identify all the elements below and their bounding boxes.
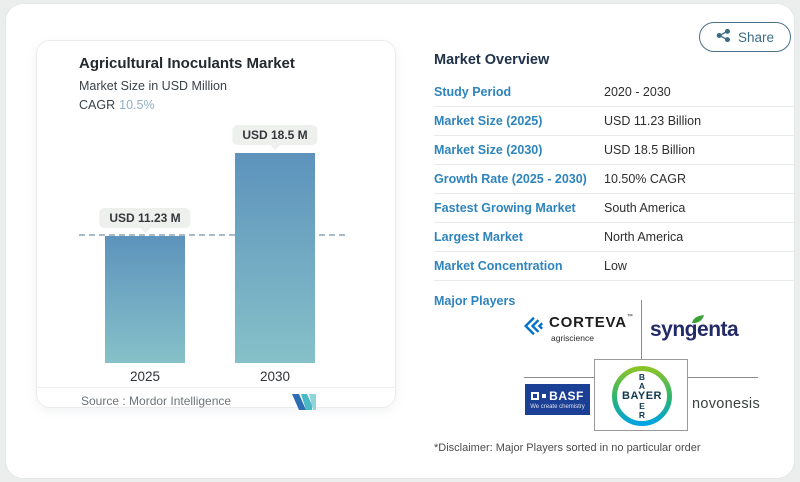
- reference-dashed-line: [79, 233, 345, 236]
- row-label: Study Period: [434, 85, 512, 99]
- corteva-wordmark: CORTEVA: [549, 314, 627, 331]
- mordor-intelligence-logo-icon: [292, 394, 316, 413]
- row-value: 10.50% CAGR: [604, 172, 686, 186]
- bar-chart-plot: USD 11.23 M USD 18.5 M: [37, 41, 395, 363]
- cagr-label: CAGR: [79, 98, 116, 112]
- syngenta-logo: syngenta: [650, 315, 739, 342]
- row-value: USD 18.5 Billion: [604, 143, 696, 157]
- share-label: Share: [738, 29, 775, 45]
- row-value: USD 11.23 Billion: [604, 114, 702, 128]
- syngenta-wordmark: syngenta: [650, 318, 739, 341]
- basf-tagline: We create chemistry: [530, 404, 585, 410]
- row-label: Fastest Growing Market: [434, 201, 576, 215]
- row-label: Growth Rate (2025 - 2030): [434, 172, 587, 186]
- chart-title: Agricultural Inoculants Market: [79, 55, 295, 72]
- table-row: Fastest Growing Market South America: [434, 194, 796, 223]
- basf-logo: BASF We create chemistry: [525, 384, 590, 415]
- source-text: Source : Mordor Intelligence: [81, 394, 232, 408]
- disclaimer-text: *Disclaimer: Major Players sorted in no …: [434, 442, 701, 454]
- bayer-vertical-letter: A: [638, 381, 646, 391]
- row-value: Low: [604, 259, 627, 273]
- x-tick-2030: 2030: [259, 369, 291, 384]
- overview-heading: Market Overview: [434, 52, 550, 68]
- bayer-vertical-letter: R: [638, 410, 646, 420]
- bayer-vertical-letter: B: [638, 372, 646, 382]
- market-overview-panel: Market Overview Study Period 2020 - 2030 …: [434, 48, 796, 472]
- share-icon: [716, 28, 731, 46]
- novonesis-logo: novonesis: [692, 396, 760, 412]
- table-row: Market Size (2030) USD 18.5 Billion: [434, 136, 796, 165]
- bar-2030: [235, 153, 315, 363]
- overview-table: Study Period 2020 - 2030 Market Size (202…: [434, 78, 796, 281]
- table-row: Largest Market North America: [434, 223, 796, 252]
- bar-2025: [105, 235, 185, 363]
- players-connector-right: [688, 377, 758, 378]
- table-row: Growth Rate (2025 - 2030) 10.50% CAGR: [434, 165, 796, 194]
- players-connector-left: [524, 377, 594, 378]
- row-label: Market Concentration: [434, 259, 563, 273]
- value-label-2025: USD 11.23 M: [99, 207, 191, 228]
- chart-cagr: CAGR 10.5%: [79, 98, 155, 112]
- basf-wordmark: BASF: [549, 389, 584, 403]
- source-row: Source : Mordor Intelligence: [37, 387, 395, 410]
- x-tick-2025: 2025: [129, 369, 161, 384]
- row-label: Market Size (2030): [434, 143, 543, 157]
- corteva-tm: ™: [626, 314, 633, 320]
- basf-square-outline-icon: [531, 392, 540, 400]
- bayer-vertical-letter: E: [639, 401, 645, 411]
- cagr-value: 10.5%: [119, 98, 155, 112]
- corteva-agriscience-label: agriscience: [551, 333, 594, 343]
- corteva-logo: CORTEVA™ agriscience: [522, 314, 640, 343]
- row-value: 2020 - 2030: [604, 85, 671, 99]
- bayer-wordmark: BAYER: [622, 390, 662, 402]
- corteva-mark-icon: [522, 315, 544, 342]
- row-label: Largest Market: [434, 230, 523, 244]
- share-button[interactable]: Share: [699, 22, 792, 52]
- bayer-cross-icon: B A BAYER E R: [611, 365, 673, 427]
- row-label: Market Size (2025): [434, 114, 543, 128]
- infographic-card: Share Agricultural Inoculants Market Mar…: [5, 3, 796, 479]
- table-row: Market Size (2025) USD 11.23 Billion: [434, 107, 796, 136]
- value-label-2030: USD 18.5 M: [232, 125, 318, 145]
- table-row: Market Concentration Low: [434, 252, 796, 281]
- row-value: North America: [604, 230, 684, 244]
- market-size-chart-card: Agricultural Inoculants Market Market Si…: [36, 40, 396, 410]
- chart-subtitle: Market Size in USD Million: [79, 79, 227, 93]
- row-value: South America: [604, 201, 686, 215]
- major-players-heading: Major Players: [434, 294, 516, 308]
- syngenta-leaf-icon: [691, 311, 705, 329]
- table-row: Study Period 2020 - 2030: [434, 78, 796, 107]
- basf-square-solid-icon: [542, 394, 547, 398]
- players-connector-vertical: [641, 300, 642, 359]
- bayer-logo: B A BAYER E R: [594, 359, 688, 431]
